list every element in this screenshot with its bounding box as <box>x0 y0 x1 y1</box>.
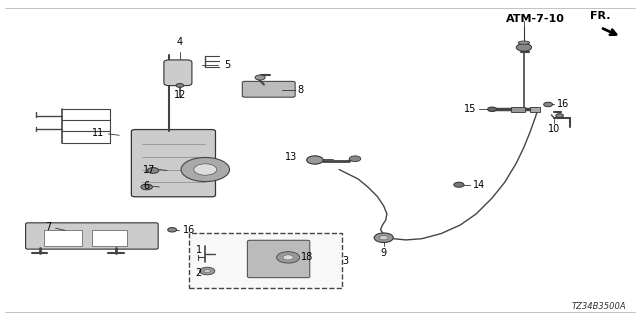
Ellipse shape <box>518 41 530 44</box>
Text: 5: 5 <box>225 60 230 70</box>
Text: ATM-7-10: ATM-7-10 <box>506 14 565 24</box>
Text: 12: 12 <box>173 90 186 100</box>
Circle shape <box>194 164 217 175</box>
Circle shape <box>374 233 394 243</box>
Text: 1: 1 <box>196 245 202 255</box>
Text: 6: 6 <box>143 181 149 191</box>
Circle shape <box>168 228 177 232</box>
FancyBboxPatch shape <box>26 223 158 249</box>
Text: 14: 14 <box>473 180 485 190</box>
Text: 9: 9 <box>381 248 387 258</box>
Circle shape <box>516 44 532 51</box>
Circle shape <box>556 114 563 117</box>
Circle shape <box>307 156 323 164</box>
Circle shape <box>283 255 293 260</box>
Circle shape <box>141 184 152 190</box>
Text: 18: 18 <box>301 252 313 262</box>
Bar <box>189 233 342 288</box>
Text: 13: 13 <box>285 152 298 162</box>
Text: 17: 17 <box>143 164 156 174</box>
Text: 3: 3 <box>342 256 348 266</box>
Text: 11: 11 <box>92 128 104 138</box>
Bar <box>511 107 525 112</box>
Circle shape <box>200 267 215 275</box>
Circle shape <box>204 269 211 273</box>
Text: 10: 10 <box>548 124 561 134</box>
Circle shape <box>454 182 464 187</box>
FancyBboxPatch shape <box>131 130 216 197</box>
Circle shape <box>380 236 388 240</box>
Text: FR.: FR. <box>590 11 611 21</box>
Text: 16: 16 <box>183 225 195 235</box>
Text: 7: 7 <box>45 222 51 232</box>
Text: TZ34B3500A: TZ34B3500A <box>572 302 626 311</box>
Circle shape <box>255 75 265 80</box>
FancyBboxPatch shape <box>243 81 295 97</box>
Circle shape <box>349 156 361 162</box>
Bar <box>44 230 83 246</box>
Circle shape <box>176 84 184 87</box>
FancyBboxPatch shape <box>164 60 192 86</box>
Text: 16: 16 <box>557 100 570 109</box>
Bar <box>531 107 540 112</box>
Circle shape <box>543 102 552 107</box>
Text: 8: 8 <box>298 85 304 95</box>
Bar <box>92 230 127 246</box>
Circle shape <box>276 252 300 263</box>
Text: 4: 4 <box>177 37 183 47</box>
FancyBboxPatch shape <box>247 240 310 278</box>
Circle shape <box>147 168 159 173</box>
Circle shape <box>181 157 230 181</box>
Text: 2: 2 <box>196 268 202 278</box>
Circle shape <box>488 107 497 111</box>
Text: 15: 15 <box>464 104 476 114</box>
